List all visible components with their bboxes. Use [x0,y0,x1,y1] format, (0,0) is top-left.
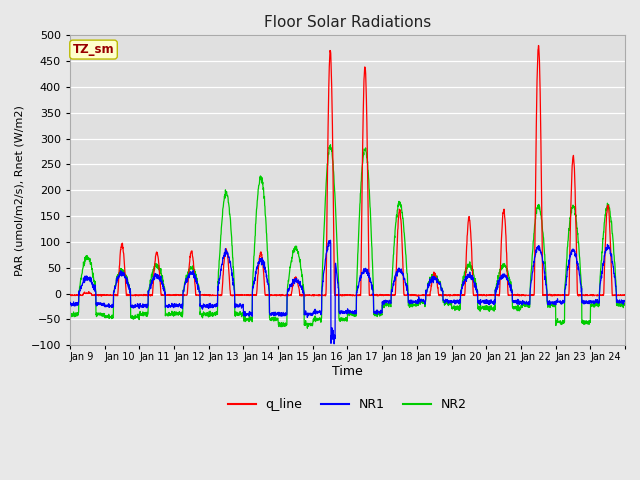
NR1 [66,301,74,307]
NR1 [515,298,523,303]
NR1 [621,299,629,304]
q_line [614,292,621,298]
NR1 [614,299,621,304]
NR2 [66,312,74,317]
q_line [381,292,388,298]
Line: NR1: NR1 [70,240,625,344]
Text: TZ_sm: TZ_sm [73,43,115,56]
q_line [66,292,74,298]
Legend: q_line, NR1, NR2: q_line, NR1, NR2 [223,394,472,417]
q_line [547,292,554,298]
q_line [241,292,249,298]
NR2 [515,304,523,310]
NR2 [381,302,389,308]
NR1 [381,299,389,305]
Y-axis label: PAR (umol/m2/s), Rnet (W/m2): PAR (umol/m2/s), Rnet (W/m2) [15,105,25,276]
NR2 [241,319,249,324]
q_line [534,43,542,48]
Title: Floor Solar Radiations: Floor Solar Radiations [264,15,431,30]
NR2 [122,272,129,277]
q_line [515,292,522,298]
NR2 [547,303,554,309]
NR2 [326,142,334,148]
q_line [621,292,629,298]
NR1 [241,313,249,319]
NR1 [330,341,338,347]
X-axis label: Time: Time [332,365,363,378]
NR1 [122,274,129,279]
NR1 [326,237,334,243]
Line: q_line: q_line [70,46,625,296]
NR2 [303,325,311,331]
NR2 [614,301,621,307]
NR1 [547,300,554,306]
q_line [122,281,129,287]
Line: NR2: NR2 [70,145,625,328]
NR2 [621,301,629,307]
q_line [98,293,106,299]
